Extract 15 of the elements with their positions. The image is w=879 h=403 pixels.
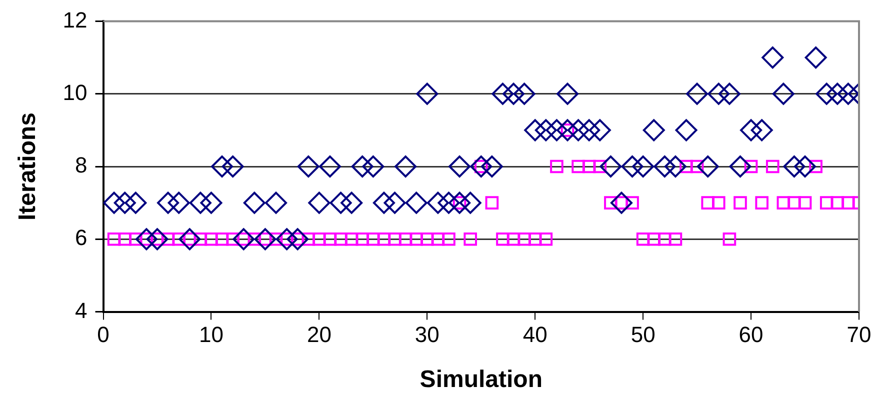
y-tick-label: 4 — [75, 298, 88, 323]
x-tick-label: 60 — [738, 322, 764, 348]
x-tick-label: 10 — [198, 322, 224, 348]
y-tick-label: 12 — [62, 7, 88, 32]
x-tick-label: 0 — [97, 322, 110, 348]
x-tick-label: 20 — [306, 322, 332, 348]
x-axis-title: Simulation — [420, 366, 542, 394]
y-tick-label: 6 — [75, 225, 88, 250]
x-tick-label: 30 — [414, 322, 440, 348]
x-tick-label: 40 — [522, 322, 548, 348]
y-tick-label: 8 — [75, 152, 88, 178]
x-tick-label: 50 — [630, 322, 656, 348]
y-tick-label: 10 — [62, 80, 88, 105]
x-tick-label: 70 — [846, 322, 872, 348]
y-axis-title: Iterations — [14, 112, 42, 221]
